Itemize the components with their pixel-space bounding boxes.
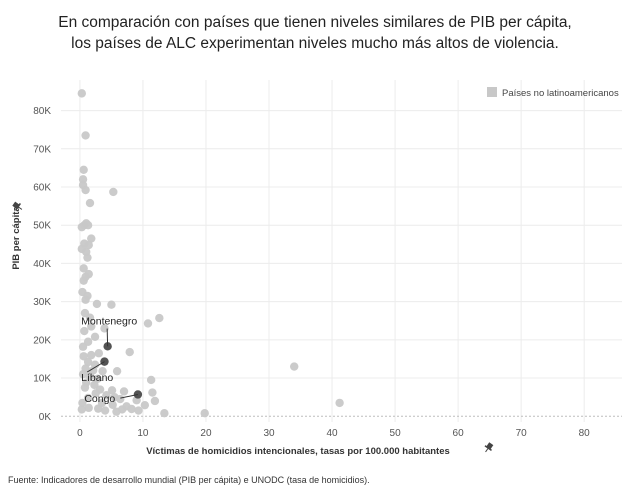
data-point[interactable] bbox=[98, 366, 107, 376]
data-point[interactable] bbox=[81, 185, 90, 195]
chart-title-line-2: los países de ALC experimentan niveles m… bbox=[71, 35, 559, 52]
data-point[interactable] bbox=[79, 276, 88, 285]
y-tick-label: 60K bbox=[33, 182, 51, 193]
data-point[interactable] bbox=[100, 406, 110, 415]
data-point[interactable] bbox=[78, 398, 87, 408]
data-point[interactable] bbox=[108, 400, 117, 410]
data-point[interactable] bbox=[80, 326, 89, 336]
data-point[interactable] bbox=[148, 388, 157, 397]
y-axis-pin-icon[interactable] bbox=[11, 200, 24, 212]
scatter-chart: 0 10 20 30 40 50 60 70 80 0K 10K 20K 30K 40K 50K 60K 70… bbox=[11, 80, 622, 457]
legend-label: Países no latinoamericanos bbox=[502, 88, 619, 99]
y-tick-label: 30K bbox=[33, 297, 51, 308]
data-point[interactable] bbox=[107, 300, 116, 309]
data-point[interactable] bbox=[335, 398, 344, 408]
data-point[interactable] bbox=[85, 198, 95, 208]
data-point[interactable] bbox=[143, 319, 153, 328]
x-tick-label: 20 bbox=[200, 428, 212, 439]
data-point[interactable] bbox=[83, 221, 93, 230]
data-point[interactable] bbox=[81, 131, 90, 140]
chart-title-line-1: En comparación con países que tienen niv… bbox=[58, 14, 572, 31]
data-point[interactable] bbox=[85, 313, 95, 322]
source-note: Fuente: Indicadores de desarrollo mundia… bbox=[8, 475, 370, 485]
x-tick-label: 40 bbox=[326, 428, 338, 439]
y-tick-label: 0K bbox=[39, 412, 52, 423]
annotation-leader bbox=[86, 361, 105, 373]
data-point[interactable] bbox=[79, 165, 88, 174]
data-point[interactable] bbox=[77, 405, 87, 414]
data-point[interactable] bbox=[102, 391, 111, 400]
y-tick-label: 70K bbox=[33, 144, 51, 155]
data-point[interactable] bbox=[94, 349, 104, 358]
data-point[interactable] bbox=[134, 406, 143, 415]
legend[interactable]: Países no latinoamericanos bbox=[487, 87, 619, 99]
x-tick-label: 0 bbox=[77, 428, 83, 439]
data-point[interactable] bbox=[87, 322, 96, 331]
x-tick-label: 10 bbox=[137, 428, 149, 439]
data-point[interactable] bbox=[112, 366, 122, 376]
data-point[interactable] bbox=[92, 299, 102, 309]
data-point[interactable] bbox=[290, 362, 299, 371]
data-point[interactable] bbox=[150, 396, 160, 406]
data-point[interactable] bbox=[87, 350, 96, 360]
data-point[interactable] bbox=[160, 409, 169, 418]
highlighted-point[interactable] bbox=[133, 390, 143, 399]
data-point[interactable] bbox=[87, 234, 96, 243]
data-point[interactable] bbox=[146, 375, 156, 385]
gridlines bbox=[61, 80, 622, 422]
y-tick-label: 10K bbox=[33, 374, 51, 385]
data-point[interactable] bbox=[93, 404, 103, 413]
data-point[interactable] bbox=[127, 404, 136, 414]
x-axis-pin-icon[interactable] bbox=[482, 441, 494, 454]
annotations: Montenegro Líbano Congo bbox=[81, 316, 139, 405]
data-point[interactable] bbox=[79, 352, 88, 361]
data-point[interactable] bbox=[80, 383, 90, 392]
y-tick-label: 80K bbox=[33, 106, 51, 117]
data-point[interactable] bbox=[90, 380, 99, 390]
data-point[interactable] bbox=[84, 240, 93, 250]
annotation-leader bbox=[120, 393, 139, 399]
data-point[interactable] bbox=[77, 89, 87, 98]
x-tick-label: 50 bbox=[390, 428, 402, 439]
data-point[interactable] bbox=[200, 409, 209, 418]
data-point[interactable] bbox=[155, 313, 164, 323]
y-tick-label: 20K bbox=[33, 335, 51, 346]
data-point[interactable] bbox=[91, 389, 100, 398]
data-point[interactable] bbox=[81, 295, 90, 304]
data-point[interactable] bbox=[84, 403, 93, 413]
data-point[interactable] bbox=[83, 253, 92, 262]
annotation-label: Montenegro bbox=[81, 316, 137, 328]
x-tick-label: 80 bbox=[579, 428, 591, 439]
y-tick-label: 50K bbox=[33, 221, 51, 232]
annotation-label: Congo bbox=[84, 393, 115, 405]
data-point[interactable] bbox=[85, 371, 95, 381]
data-point[interactable] bbox=[119, 387, 129, 396]
data-point[interactable] bbox=[116, 394, 125, 404]
x-axis-title: Víctimas de homicidios intencionales, ta… bbox=[146, 446, 450, 457]
data-point[interactable] bbox=[90, 332, 100, 341]
data-point[interactable] bbox=[83, 393, 93, 403]
x-tick-label: 30 bbox=[263, 428, 275, 439]
annotation-label: Líbano bbox=[81, 372, 113, 384]
chart-title: En comparación con países que tienen niv… bbox=[0, 12, 630, 54]
data-point[interactable] bbox=[79, 264, 88, 273]
data-point[interactable] bbox=[125, 347, 134, 357]
data-point[interactable] bbox=[100, 324, 109, 333]
data-point[interactable] bbox=[109, 187, 118, 197]
data-point[interactable] bbox=[112, 407, 121, 416]
x-tick-label: 70 bbox=[516, 428, 528, 439]
x-tick-label: 60 bbox=[453, 428, 465, 439]
data-points bbox=[77, 89, 344, 418]
x-axis-ticks: 0 10 20 30 40 50 60 70 80 bbox=[77, 428, 590, 439]
data-point[interactable] bbox=[78, 370, 88, 379]
y-axis-title: PIB per cápita bbox=[11, 206, 22, 270]
data-point[interactable] bbox=[107, 386, 117, 395]
y-tick-label: 40K bbox=[33, 259, 51, 270]
data-point[interactable] bbox=[77, 222, 87, 232]
data-point[interactable] bbox=[78, 342, 88, 351]
data-point[interactable] bbox=[140, 400, 150, 410]
legend-swatch bbox=[487, 87, 497, 97]
y-axis-ticks: 0K 10K 20K 30K 40K 50K 60K 70K 80K bbox=[33, 106, 51, 423]
data-point[interactable] bbox=[83, 357, 93, 367]
